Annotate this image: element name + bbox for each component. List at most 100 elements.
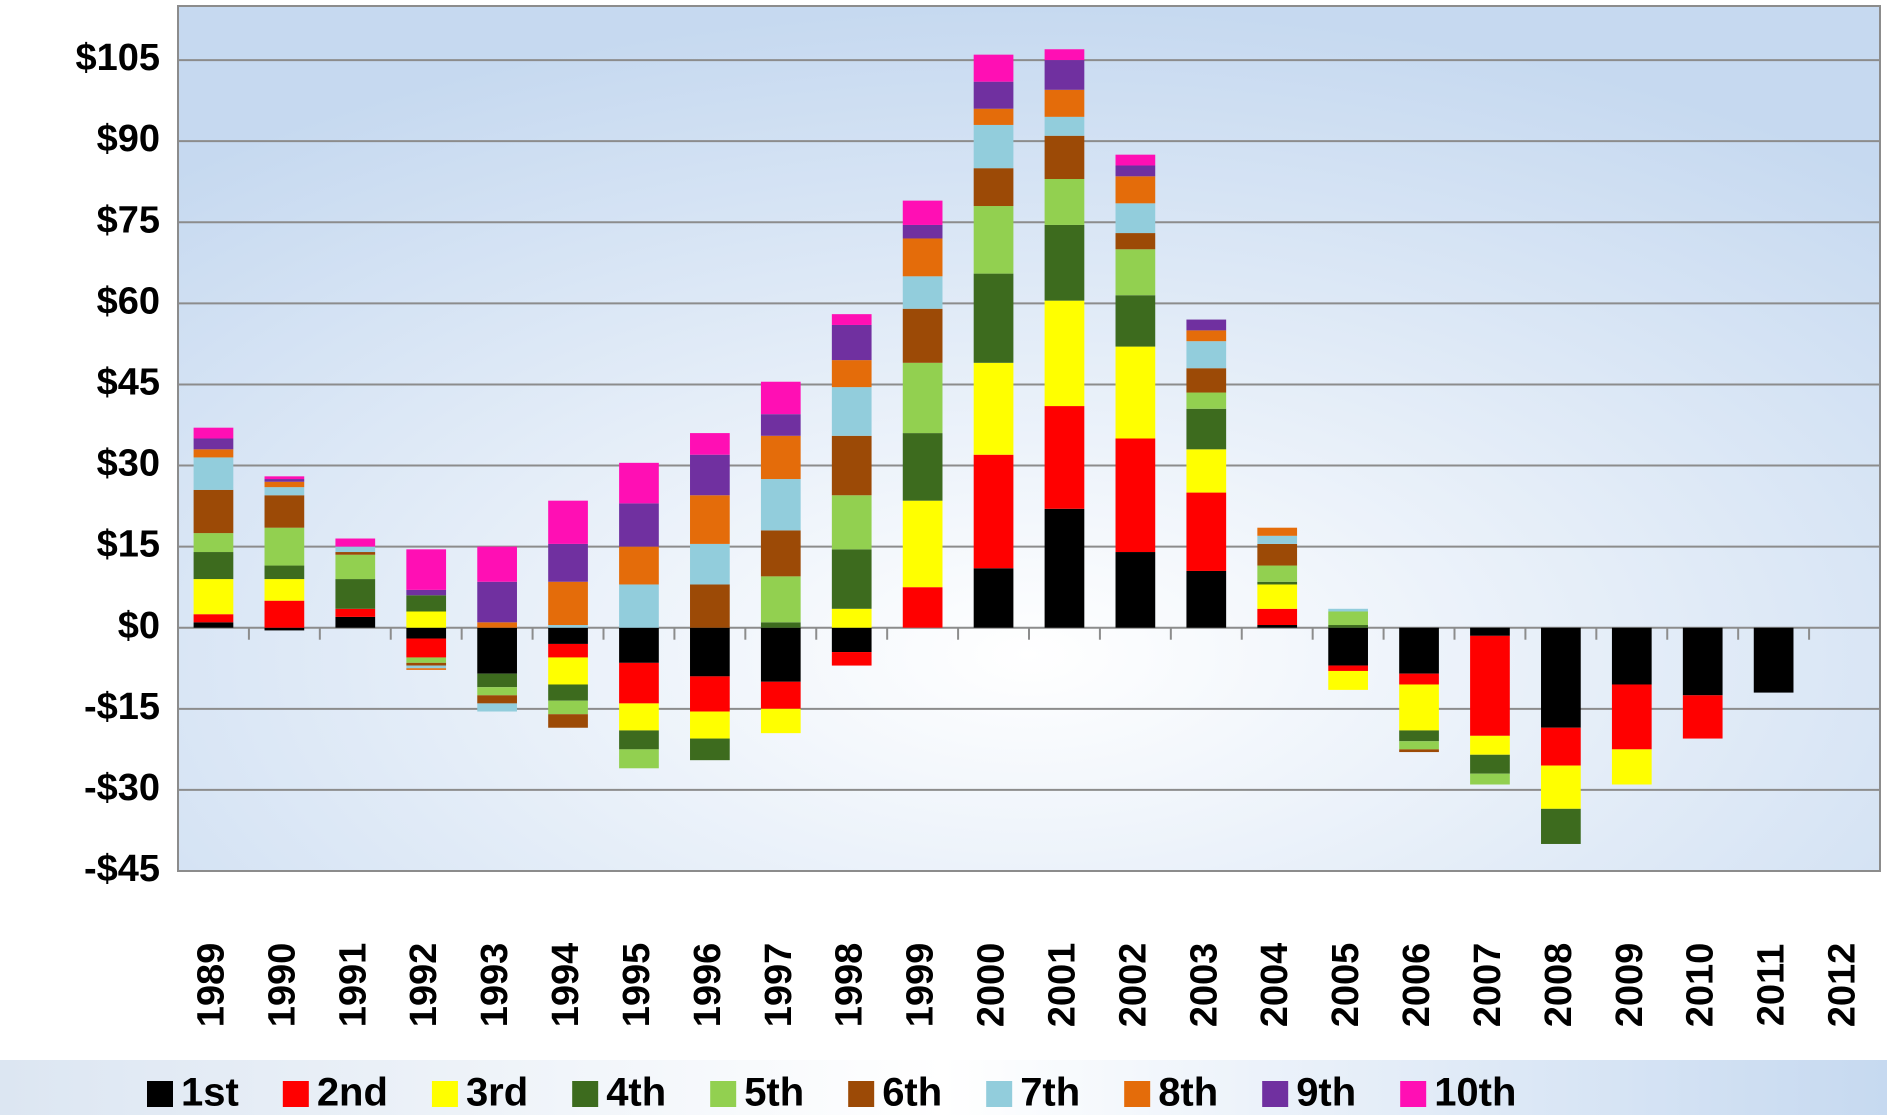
bar-segment [1611, 749, 1652, 785]
legend-label: 6th [882, 1071, 942, 1115]
y-tick-label: -$15 [84, 686, 160, 728]
bar-segment [760, 530, 801, 577]
x-tick-label: 2012 [1822, 943, 1864, 1028]
bar-segment [973, 81, 1014, 109]
bar-segment [264, 487, 305, 496]
bar-segment [477, 627, 517, 674]
bar-segment [1186, 330, 1227, 342]
bar-segment [1186, 570, 1227, 628]
bar-segment [1257, 527, 1298, 536]
bar-segment [831, 360, 872, 388]
bar-segment [1115, 249, 1156, 296]
bar-segment [690, 495, 730, 544]
bar-segment [760, 414, 801, 436]
bar-segment [760, 479, 801, 531]
bar-segment [406, 595, 447, 612]
legend-swatch [1124, 1081, 1151, 1107]
bar-segment [1186, 492, 1227, 571]
bar-segment [264, 476, 305, 480]
legend-label: 1st [181, 1071, 239, 1115]
bar-segment [406, 549, 447, 590]
bar-segment [1257, 565, 1298, 582]
bar-segment [193, 489, 234, 534]
bar-segment [1257, 581, 1298, 585]
bar-segment [619, 546, 659, 585]
bar-segment [1115, 346, 1156, 439]
bar-segment [1470, 635, 1510, 736]
bar-segment [406, 638, 447, 658]
bar-segment [973, 168, 1014, 207]
bar-segment [1044, 60, 1085, 90]
bar-segment [477, 581, 517, 623]
y-tick-label: -$45 [84, 848, 160, 890]
bar-segment [1328, 608, 1368, 612]
x-tick-label: 1996 [687, 943, 729, 1028]
bar-segment [619, 703, 659, 731]
x-tick-label: 1995 [616, 943, 658, 1028]
bar-segment [1044, 89, 1085, 117]
bar-segment [902, 224, 943, 239]
bar-segment [1328, 611, 1368, 626]
bar-segment [619, 503, 659, 547]
bar-segment [1541, 727, 1581, 766]
legend-swatch [282, 1081, 309, 1107]
bar-segment [1186, 368, 1227, 393]
bar-segment [902, 308, 943, 363]
bar-segment [619, 584, 659, 628]
bar-segment [264, 627, 305, 631]
x-tick-label: 2008 [1538, 943, 1580, 1028]
bar-segment [1186, 341, 1227, 369]
bar-segment [1470, 627, 1510, 636]
bar-segment [406, 662, 447, 666]
bar-segment [477, 703, 517, 712]
legend-swatch [1262, 1081, 1289, 1107]
bar-segment [1115, 552, 1156, 628]
legend-label: 3rd [466, 1071, 528, 1115]
x-tick-label: 1994 [545, 943, 587, 1028]
bar-segment [1399, 627, 1439, 674]
bar-segment [1328, 625, 1368, 628]
bar-segment [335, 608, 376, 617]
bar-segment [1541, 765, 1581, 809]
bar-segment [1044, 179, 1085, 225]
plot-area [177, 5, 1881, 872]
bar-segment [548, 625, 588, 628]
bar-segment [1115, 203, 1156, 234]
bar-segment [1399, 673, 1439, 685]
bar-segment [902, 200, 943, 225]
bar-segment [548, 500, 588, 544]
bar-segment [406, 627, 447, 639]
x-tick-label: 1993 [474, 943, 516, 1028]
bar-segment [831, 549, 872, 609]
bar-segment [548, 581, 588, 626]
x-tick-label: 2005 [1325, 943, 1367, 1028]
bar-segment [690, 433, 730, 455]
bar-segment [690, 738, 730, 761]
bar-segment [831, 608, 872, 628]
bar-segment [264, 600, 305, 628]
bar-segment [1044, 224, 1085, 301]
bar-segment [973, 206, 1014, 274]
bar-segment [1044, 49, 1085, 61]
bar-segment [1115, 176, 1156, 204]
bar-segment [548, 684, 588, 701]
bar-segment [548, 714, 588, 728]
bar-segment [690, 627, 730, 677]
bar-segment [973, 273, 1014, 363]
bar-segment [335, 554, 376, 580]
legend-swatch [572, 1081, 599, 1107]
bar-segment [1115, 154, 1156, 166]
bar-segment [1044, 508, 1085, 628]
bar-segment [477, 695, 517, 704]
x-tick-label: 2004 [1254, 943, 1296, 1028]
legend-label: 2nd [317, 1071, 388, 1115]
bar-segment [193, 533, 234, 553]
bar-segment [760, 381, 801, 415]
bar-segment [335, 616, 376, 628]
bar-segment [690, 543, 730, 585]
bar-segment [1257, 584, 1298, 609]
bar-segment [1044, 135, 1085, 179]
bar-segment [1044, 116, 1085, 136]
bar-segment [193, 438, 234, 450]
